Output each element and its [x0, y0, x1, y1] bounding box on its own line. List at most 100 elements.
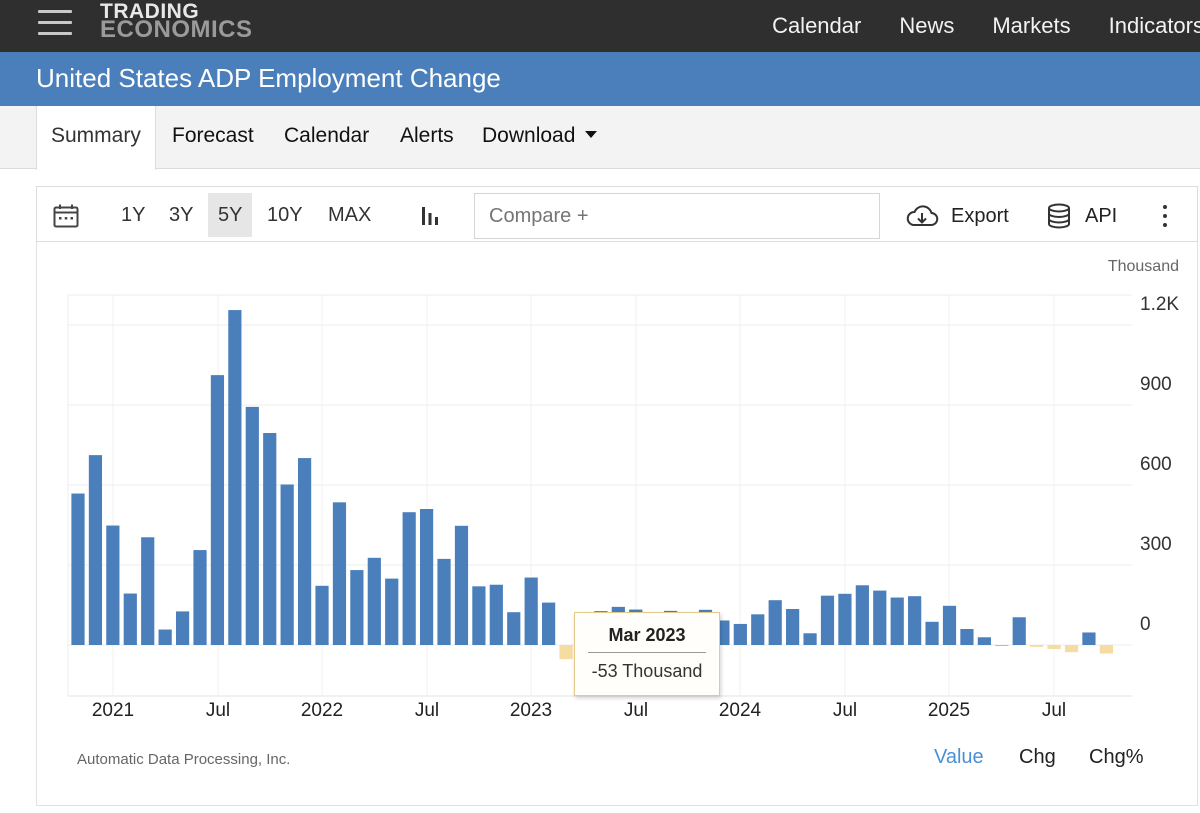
range-3y[interactable]: 3Y [169, 204, 194, 226]
page-title: United States ADP Employment Change [36, 63, 501, 93]
y-tick-label: 600 [1140, 454, 1172, 475]
calendar-icon[interactable] [53, 204, 79, 228]
mode-value[interactable]: Value [934, 746, 984, 768]
bar [925, 621, 939, 645]
tab-summary[interactable]: Summary [36, 106, 156, 170]
nav-markets[interactable]: Markets [992, 13, 1071, 38]
nav-indicators[interactable]: Indicators [1108, 13, 1200, 38]
range-max[interactable]: MAX [328, 204, 372, 226]
bar [838, 593, 852, 645]
bar [1047, 645, 1061, 649]
bar [1012, 617, 1026, 645]
database-icon [1048, 203, 1070, 229]
cloud-download-icon [906, 205, 939, 226]
bar [367, 557, 381, 645]
y-tick-label: 1.2K [1140, 294, 1179, 315]
bar [977, 637, 991, 645]
x-tick-label: 2024 [719, 700, 762, 721]
chart-toolbar: 1Y 3Y 5Y 10Y MAX Export API [36, 186, 1198, 242]
y-tick-label: 300 [1140, 534, 1172, 555]
api-button[interactable]: API [1047, 203, 1117, 229]
logo[interactable]: TRADING ECONOMICS [100, 0, 253, 43]
bar [542, 602, 556, 645]
source-label: Automatic Data Processing, Inc. [77, 751, 291, 768]
bar [1082, 632, 1096, 645]
bar [175, 611, 190, 645]
bar [733, 623, 747, 645]
bar [559, 645, 573, 660]
x-tick-label: Jul [624, 700, 648, 721]
unit-label: Thousand [1107, 258, 1179, 275]
bar-chart-icon[interactable] [417, 203, 443, 227]
bar [263, 433, 277, 645]
y-tick-label: 900 [1140, 374, 1172, 395]
x-tick-label: 2023 [510, 700, 552, 721]
chart-tooltip: Mar 2023 -53 Thousand [574, 612, 720, 696]
bar [873, 590, 887, 645]
tooltip-divider [588, 652, 706, 653]
x-tick-label: Jul [206, 700, 230, 721]
bar [751, 614, 765, 645]
menu-icon[interactable] [38, 10, 72, 36]
more-options-icon[interactable] [1161, 204, 1169, 228]
bar [786, 609, 800, 645]
nav-news[interactable]: News [899, 13, 955, 38]
range-10y[interactable]: 10Y [267, 204, 303, 226]
bar [507, 612, 521, 645]
x-tick-label: 2021 [92, 700, 134, 721]
bar [768, 600, 782, 645]
bar [210, 375, 225, 645]
bar [280, 484, 294, 645]
tab-forecast[interactable]: Forecast [172, 124, 254, 147]
bar [1030, 645, 1044, 647]
y-axis-labels: 0 300 600 900 1.2K [1140, 294, 1179, 635]
bar [803, 633, 817, 645]
tab-download[interactable]: Download [482, 106, 598, 169]
bar [106, 525, 120, 645]
bar [350, 570, 364, 645]
bar [158, 629, 172, 645]
bar [942, 605, 957, 645]
tab-download-label: Download [482, 124, 576, 147]
nav-links: Calendar News Markets Indicators [734, 0, 1200, 52]
bar [193, 550, 207, 645]
bar-layer [71, 310, 1113, 660]
tab-calendar[interactable]: Calendar [284, 124, 370, 147]
tab-bar: Summary Forecast Calendar Alerts Downloa… [0, 106, 1200, 170]
compare-input[interactable] [474, 193, 880, 239]
bar [71, 493, 85, 645]
logo-line-2: ECONOMICS [100, 16, 253, 43]
export-label: Export [951, 204, 1009, 227]
bar [315, 585, 329, 645]
bar [228, 310, 242, 645]
x-tick-label: Jul [415, 700, 439, 721]
title-band: United States ADP Employment Change [0, 52, 1200, 106]
tab-alerts[interactable]: Alerts [400, 124, 454, 147]
api-label: API [1085, 204, 1118, 227]
bar [297, 458, 312, 645]
bar [332, 502, 347, 645]
x-tick-label: 2022 [301, 700, 343, 721]
bar [960, 629, 974, 645]
bar [820, 595, 835, 645]
x-tick-label: Jul [833, 700, 857, 721]
bar [245, 406, 259, 645]
bar [88, 455, 103, 645]
export-button[interactable]: Export [905, 203, 1009, 229]
x-axis-labels: 2021 Jul 2022 Jul 2023 Jul 2024 Jul 2025 Jul [92, 700, 1066, 721]
mode-chg-percent[interactable]: Chg% [1089, 746, 1144, 768]
bar [995, 645, 1009, 646]
range-5y[interactable]: 5Y [208, 193, 253, 237]
bar [402, 512, 416, 645]
bar [123, 593, 137, 645]
caret-down-icon [585, 130, 598, 138]
bar [141, 537, 155, 645]
bar [890, 597, 904, 645]
nav-calendar[interactable]: Calendar [772, 13, 862, 38]
top-nav: TRADING ECONOMICS Calendar News Markets … [0, 0, 1200, 52]
x-tick-label: Jul [1042, 700, 1066, 721]
range-1y[interactable]: 1Y [121, 204, 146, 226]
logo-line-1: TRADING [100, 0, 200, 23]
mode-chg[interactable]: Chg [1019, 746, 1056, 768]
